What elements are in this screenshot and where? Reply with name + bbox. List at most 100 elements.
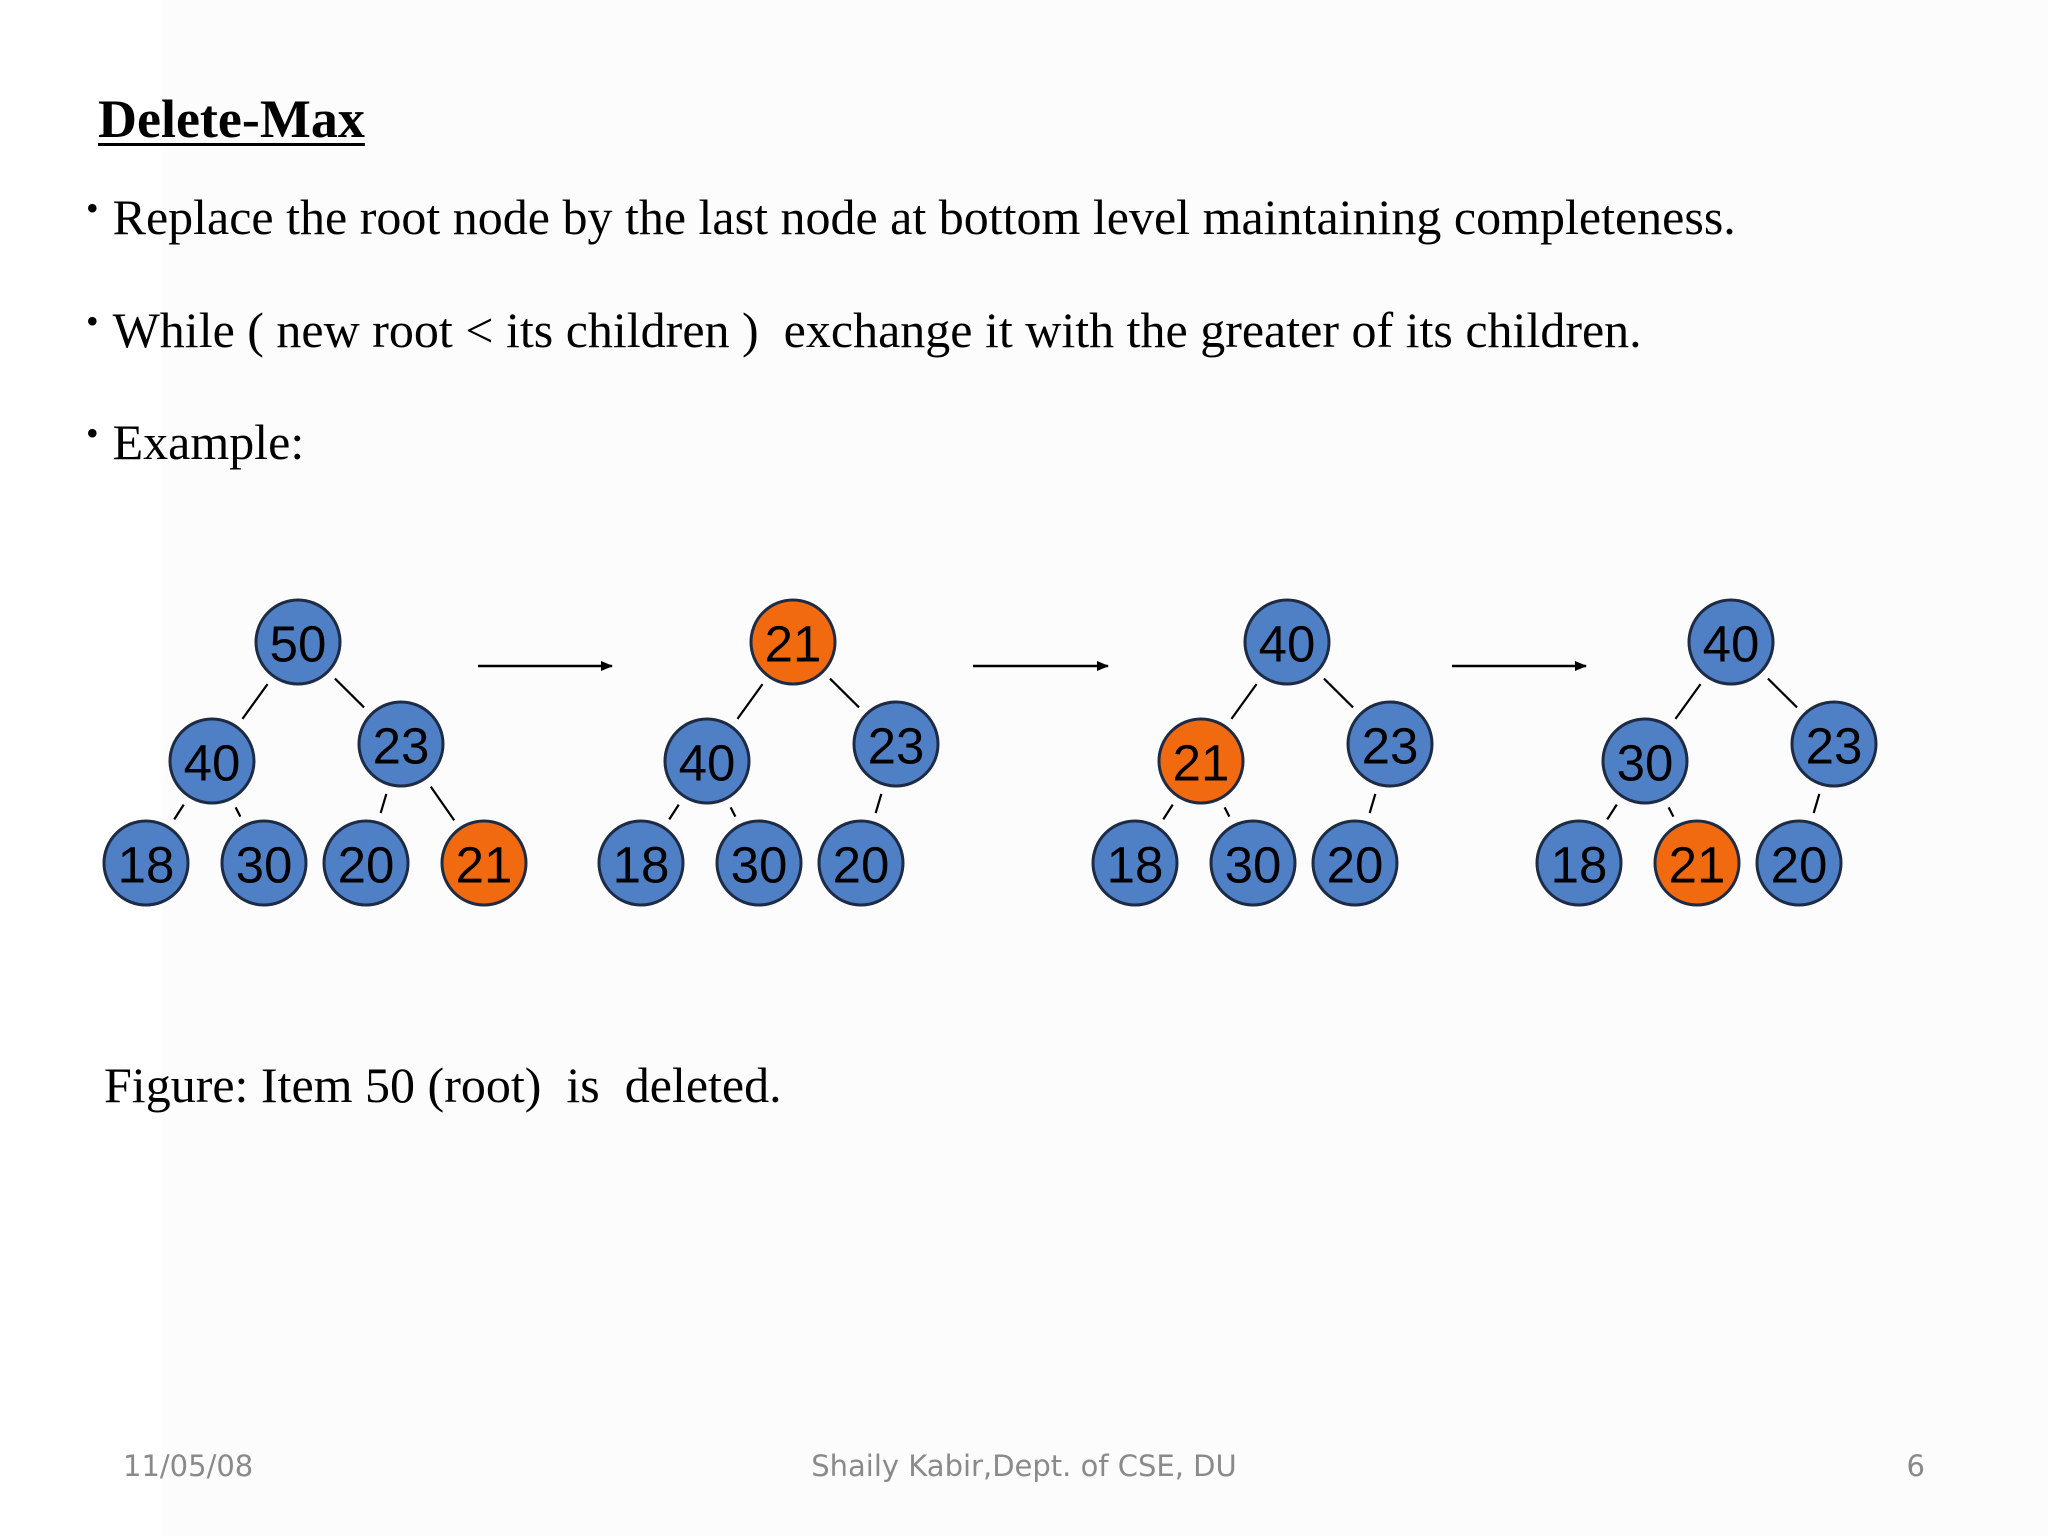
bullet-text-1: Replace the root node by the last node a… xyxy=(112,189,1736,245)
node-circle xyxy=(254,598,342,686)
highlighted-node-circle xyxy=(440,819,528,907)
node-value: 40 xyxy=(1703,616,1760,673)
tree-node: 20 xyxy=(1755,819,1843,907)
tree-node: 20 xyxy=(817,819,905,907)
node-value: 18 xyxy=(1107,837,1164,894)
tree-edge xyxy=(1223,806,1231,818)
bullet-item-3: • Example: xyxy=(86,412,304,471)
node-circle xyxy=(852,700,940,788)
node-circle xyxy=(1091,819,1179,907)
figure-caption: Figure: Item 50 (root) is deleted. xyxy=(104,1057,782,1113)
node-value: 21 xyxy=(765,616,822,673)
node-value: 30 xyxy=(731,837,788,894)
node-circle xyxy=(168,717,256,805)
tree-node: 23 xyxy=(1790,700,1878,788)
node-value: 20 xyxy=(833,837,890,894)
node-circle xyxy=(1535,819,1623,907)
node-circle xyxy=(1209,819,1297,907)
footer-author: Shaily Kabir,Dept. of CSE, DU xyxy=(811,1449,1237,1483)
node-value: 23 xyxy=(868,718,925,775)
node-value: 18 xyxy=(1551,837,1608,894)
node-value: 40 xyxy=(1259,616,1316,673)
tree-node: 18 xyxy=(1091,819,1179,907)
node-circle xyxy=(102,819,190,907)
highlighted-node-circle xyxy=(1157,717,1245,805)
node-value: 18 xyxy=(613,837,670,894)
node-value: 20 xyxy=(1771,837,1828,894)
node-value: 18 xyxy=(118,837,175,894)
tree-edge xyxy=(1606,804,1618,820)
slide-shade xyxy=(162,0,2048,1536)
heap-tree-4: 40 30 23 18 21 20 xyxy=(1535,598,1878,907)
tree-edge xyxy=(729,806,737,818)
node-circle xyxy=(1311,819,1399,907)
node-circle xyxy=(817,819,905,907)
tree-edge xyxy=(736,683,764,720)
tree-edge xyxy=(1767,677,1798,709)
node-value: 20 xyxy=(338,837,395,894)
tree-node: 18 xyxy=(1535,819,1623,907)
node-value: 21 xyxy=(1173,735,1230,792)
tree-node: 21 xyxy=(1157,717,1245,805)
node-value: 21 xyxy=(1669,837,1726,894)
heap-tree-1: 50 40 23 18 30 20 21 xyxy=(102,598,528,907)
node-value: 40 xyxy=(184,735,241,792)
tree-edge xyxy=(379,793,388,814)
tree-edge xyxy=(1162,804,1174,820)
node-circle xyxy=(663,717,751,805)
node-value: 21 xyxy=(456,837,513,894)
tree-edge xyxy=(874,793,883,814)
tree-node: 23 xyxy=(1346,700,1434,788)
tree-edge xyxy=(241,683,269,720)
node-circle xyxy=(1755,819,1843,907)
node-value: 23 xyxy=(1362,718,1419,775)
bullet-text-3: Example: xyxy=(112,414,305,470)
tree-node: 23 xyxy=(357,700,445,788)
tree-node: 20 xyxy=(1311,819,1399,907)
node-value: 23 xyxy=(1806,718,1863,775)
tree-edge xyxy=(1667,806,1675,818)
node-circle xyxy=(1687,598,1775,686)
tree-node: 23 xyxy=(852,700,940,788)
tree-node: 18 xyxy=(102,819,190,907)
node-value: 40 xyxy=(679,735,736,792)
tree-node: 21 xyxy=(440,819,528,907)
node-value: 30 xyxy=(236,837,293,894)
tree-edge xyxy=(829,677,860,709)
bullet-dot: • xyxy=(86,301,99,341)
node-value: 30 xyxy=(1225,837,1282,894)
footer-date: 11/05/08 xyxy=(123,1449,254,1483)
tree-node: 30 xyxy=(1601,717,1689,805)
tree-edge xyxy=(1230,683,1258,720)
tree-node: 40 xyxy=(1243,598,1331,686)
heap-tree-3: 40 21 23 18 30 20 xyxy=(1091,598,1434,907)
node-circle xyxy=(597,819,685,907)
tree-edge xyxy=(1323,677,1354,709)
footer-page-number: 6 xyxy=(1906,1449,1925,1483)
bullet-text-2: While ( new root < its children ) exchan… xyxy=(112,302,1642,358)
tree-node: 30 xyxy=(1209,819,1297,907)
node-circle xyxy=(715,819,803,907)
tree-edge xyxy=(429,786,456,821)
tree-edge xyxy=(1812,793,1821,814)
tree-edge xyxy=(234,806,242,818)
node-value: 50 xyxy=(270,616,327,673)
tree-node: 40 xyxy=(1687,598,1775,686)
tree-edge xyxy=(334,677,365,709)
tree-edge xyxy=(668,804,680,820)
tree-node: 20 xyxy=(322,819,410,907)
node-circle xyxy=(1346,700,1434,788)
tree-edge xyxy=(173,804,185,820)
node-value: 20 xyxy=(1327,837,1384,894)
tree-node: 21 xyxy=(749,598,837,686)
highlighted-node-circle xyxy=(749,598,837,686)
bullet-dot: • xyxy=(86,413,99,453)
node-circle xyxy=(357,700,445,788)
node-value: 23 xyxy=(373,718,430,775)
bullet-dot: • xyxy=(86,188,99,228)
bullet-item-1: • Replace the root node by the last node … xyxy=(86,187,1736,246)
tree-node: 21 xyxy=(1653,819,1741,907)
